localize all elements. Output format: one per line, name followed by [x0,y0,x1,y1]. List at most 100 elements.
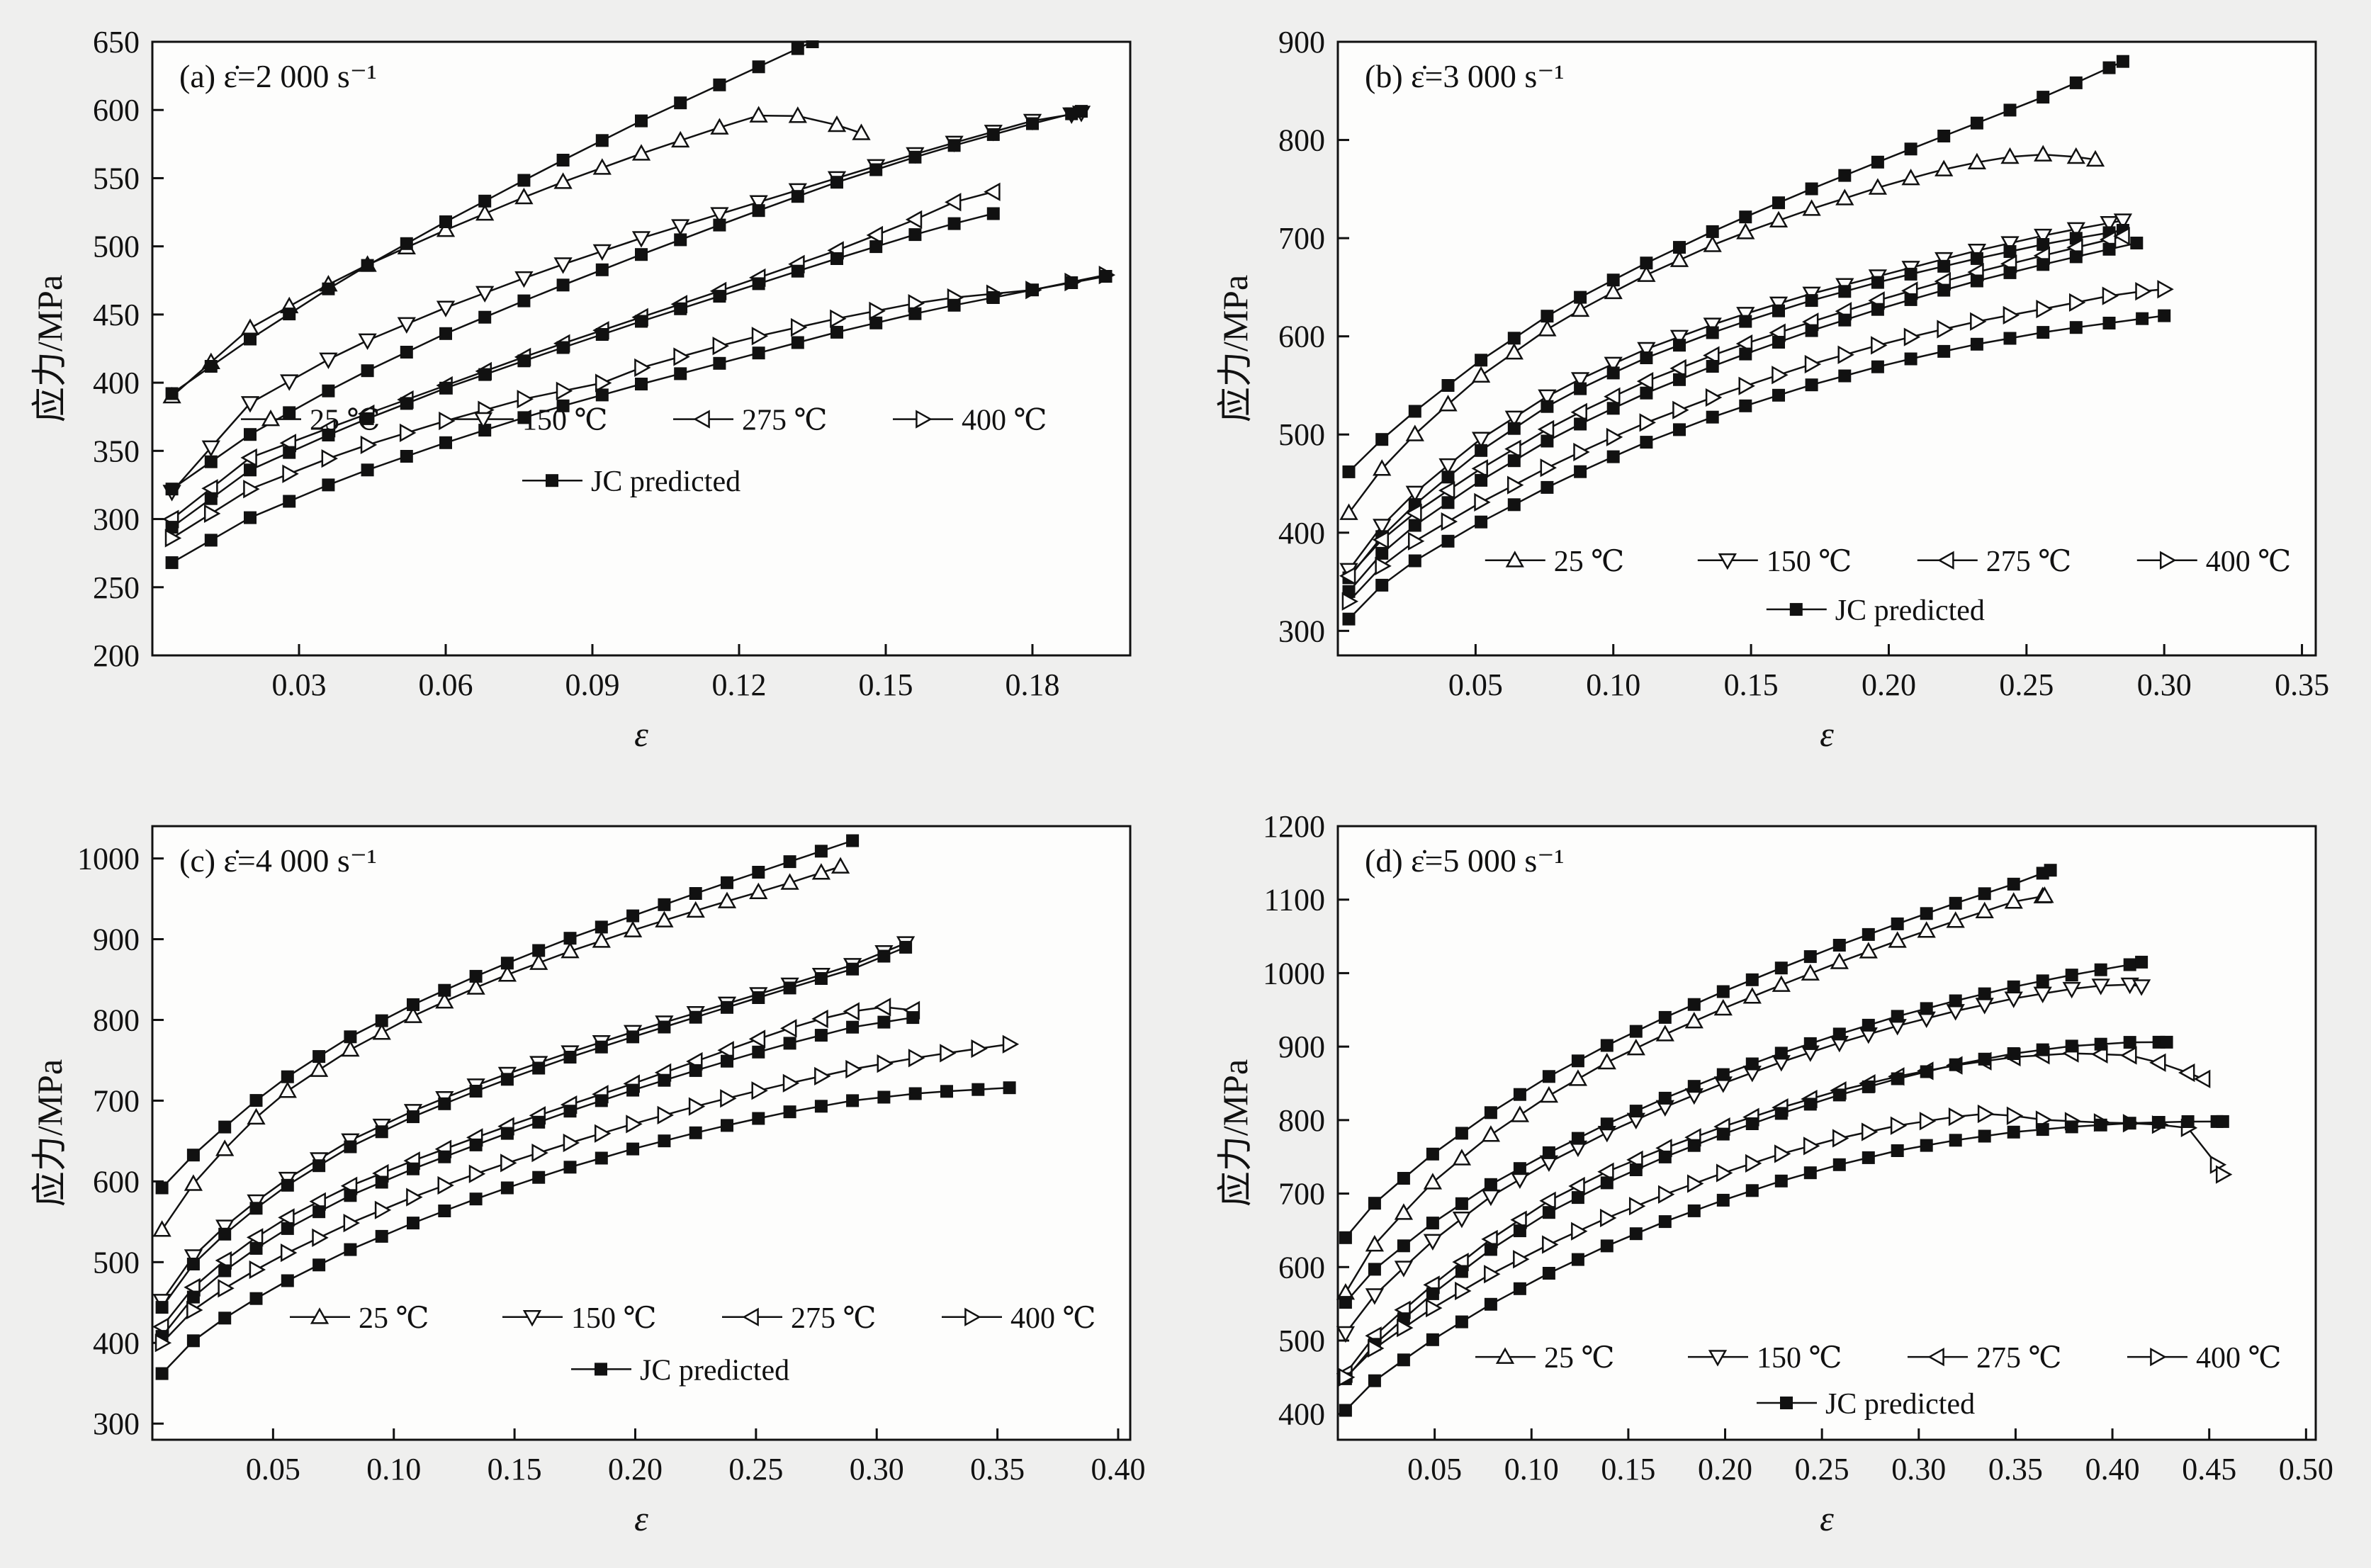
square-marker-icon [2094,1118,2107,1132]
square-marker-icon [469,1192,483,1205]
square-marker-icon [1629,1025,1643,1038]
tr-triangle-marker-icon [437,1175,454,1195]
tr-triangle-marker-icon [281,464,299,483]
td-triangle-marker-icon [553,257,573,274]
y-tick-label: 400 [93,1326,140,1360]
tr-triangle-marker-icon [1837,345,1854,364]
square-marker-icon [361,463,374,477]
tu-triangle-marker-icon [1967,152,1986,170]
square-marker-icon [720,876,733,889]
square-marker-icon [689,1126,702,1139]
x-tick-label: 0.40 [1091,1452,1145,1487]
square-marker-icon [1629,1163,1643,1176]
legend-entry: 275 ℃ [1907,1342,2061,1375]
square-marker-icon [1540,310,1553,323]
square-marker-icon [249,1241,262,1255]
square-marker-icon [1507,422,1521,435]
tr-triangle-marker-icon [1832,1128,1849,1148]
tl-triangle-marker-icon [1339,566,1356,585]
tr-triangle-marker-icon [1512,1249,1529,1268]
td-triangle-marker-icon [2099,215,2119,233]
square-marker-icon [165,521,179,534]
tr-triangle-marker-icon [2215,1164,2232,1184]
tr-triangle-marker-icon [1903,327,1920,346]
tu-triangle-marker-icon [403,1005,422,1023]
tr-triangle-marker-icon [405,1187,423,1207]
square-marker-icon [2036,238,2049,251]
square-marker-icon [2003,245,2016,258]
tr-triangle-marker-icon [2159,551,2176,570]
square-marker-icon [1540,434,1553,448]
y-tick-label: 600 [93,1164,140,1199]
square-marker-icon [1672,339,1686,352]
legend-entry: 150 ℃ [1687,1342,1842,1375]
square-marker-icon [343,1188,356,1202]
tl-triangle-marker-icon [2112,227,2130,246]
tu-triangle-marker-icon [1684,1011,1703,1028]
chart-panel-a: 0.03 0.06 0.09 0.12 0.15 0.18 200 250 300 350 400 4… [30,25,1131,754]
square-marker-icon [1658,1091,1672,1105]
square-marker-icon [500,1072,514,1085]
square-marker-icon [500,1181,514,1194]
td-triangle-marker-icon [1452,1211,1471,1228]
tr-triangle-marker-icon [1948,1107,1965,1126]
y-tick-label: 900 [93,922,140,957]
x-tick-label: 0.25 [1999,667,2054,702]
square-marker-icon [673,96,687,110]
square-marker-icon [1573,291,1587,304]
x-tick-label: 0.03 [271,667,326,702]
tu-triangle-marker-icon [1495,1347,1514,1364]
tl-triangle-marker-icon [1927,1347,1944,1366]
tr-triangle-marker-icon [1771,366,1789,385]
square-marker-icon [1571,1190,1584,1204]
plot-frame [151,825,1131,1440]
square-marker-icon [406,1162,419,1175]
square-marker-icon [517,354,530,368]
legend-entry: 150 ℃ [1697,546,1852,578]
square-marker-icon [343,1030,356,1043]
square-marker-icon [1803,949,1817,963]
tu-triangle-marker-icon [246,1107,266,1124]
square-marker-icon [312,1205,325,1218]
square-marker-icon [595,134,609,147]
legend-label: 400 ℃ [962,405,1047,437]
square-marker-icon [1571,1253,1584,1266]
square-marker-icon [1716,1068,1730,1081]
square-marker-icon [1426,1147,1439,1161]
square-marker-icon [218,1227,231,1241]
tl-triangle-marker-icon [277,1207,295,1227]
legend-entry: 25 ℃ [1475,1342,1614,1375]
legend-label: 150 ℃ [571,1302,656,1334]
tr-triangle-marker-icon [1890,1116,1907,1135]
tu-triangle-marker-icon [1772,975,1791,992]
square-marker-icon [1658,1010,1672,1024]
tr-triangle-marker-icon [321,449,338,468]
square-marker-icon [1513,1224,1526,1237]
y-tick-label: 250 [93,570,140,605]
tr-triangle-marker-icon [712,337,729,356]
square-marker-icon [845,1093,859,1107]
td-triangle-marker-icon [592,244,612,261]
x-tick-label: 0.35 [2275,667,2329,702]
tr-triangle-marker-icon [203,504,220,524]
square-marker-icon [595,1040,608,1054]
tl-triangle-marker-icon [240,448,257,468]
tu-triangle-marker-icon [811,862,830,880]
square-marker-icon [282,495,295,508]
tl-triangle-marker-icon [1538,1191,1556,1210]
square-marker-icon [1862,927,1875,941]
tu-triangle-marker-icon [436,220,455,237]
x-tick-label: 0.05 [245,1452,300,1487]
tu-triangle-marker-icon [1859,941,1878,959]
tu-triangle-marker-icon [1423,1172,1442,1190]
tr-triangle-marker-icon [1628,1196,1645,1215]
tu-triangle-marker-icon [717,891,736,908]
square-marker-icon [437,1204,451,1217]
legend-entry: 400 ℃ [2136,546,2291,578]
legend-label: 275 ℃ [791,1302,876,1334]
square-marker-icon [186,1257,200,1270]
tr-triangle-marker-icon [1870,336,1887,355]
tu-triangle-marker-icon [1735,222,1755,239]
td-triangle-marker-icon [1471,432,1490,449]
legend-label: 150 ℃ [1766,546,1851,578]
